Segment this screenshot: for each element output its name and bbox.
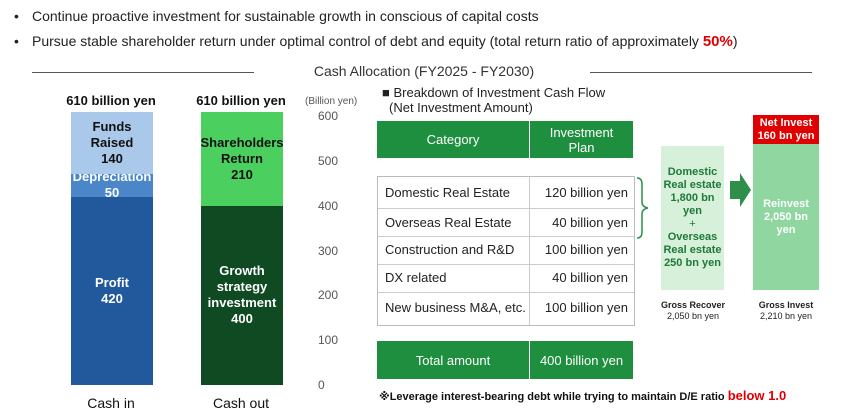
row-category: Construction and R&D <box>385 242 515 257</box>
bullet-dot: • <box>14 33 19 49</box>
gross-plus: + <box>689 218 696 230</box>
y-axis-unit: (Billion yen) <box>305 96 358 107</box>
footnote-highlight: below 1.0 <box>727 388 787 403</box>
table-row: Domestic Real Estate 120 billion yen <box>378 179 634 207</box>
table-column-separator <box>529 177 530 325</box>
y-tick-label: 600 <box>318 109 339 123</box>
segment-label: Return <box>221 150 263 166</box>
y-tick-label: 100 <box>318 333 339 348</box>
reinvest-box: Reinvest 2,050 bn yen <box>753 144 819 290</box>
segment-label: investment <box>207 295 277 311</box>
row-category: DX related <box>385 270 447 285</box>
table-header: Category Investment Plan <box>377 121 633 158</box>
segment-label: Profit <box>95 274 129 290</box>
x-label-cash-in: Cash in <box>87 395 135 411</box>
title-rule-right <box>590 72 812 73</box>
segment-value: 400 <box>231 311 253 327</box>
bullet-1-text: Continue proactive investment for sustai… <box>32 8 539 24</box>
header-plan: Investment Plan <box>530 121 633 158</box>
net-invest-line2: 160 bn yen <box>757 129 815 142</box>
cash-out-total-label: 610 billion yen <box>196 93 286 108</box>
bar-segment-funds-raised: Funds Raised 140 <box>71 111 153 175</box>
row-plan: 40 billion yen <box>552 215 628 230</box>
footnote-text: ※Leverage interest-bearing debt while tr… <box>379 391 728 403</box>
table-row: DX related 40 billion yen <box>378 264 634 292</box>
net-invest-line1: Net Invest <box>759 116 813 129</box>
gross-line4: Overseas <box>667 231 718 243</box>
gross-invest-caption-line1: Gross Invest <box>758 300 814 310</box>
y-tick-label: 0 <box>318 378 325 392</box>
y-tick-label: 500 <box>318 153 339 168</box>
gross-line6: 250 bn yen <box>664 257 721 269</box>
row-plan: 120 billion yen <box>544 185 628 200</box>
reinvest-line1: Reinvest <box>763 197 809 210</box>
total-separator <box>529 341 530 379</box>
gross-line5: Real estate <box>663 244 722 256</box>
row-divider <box>378 208 634 209</box>
bar-segment-profit: Profit 420 <box>71 196 153 385</box>
row-divider <box>378 236 634 237</box>
gross-recover-box: Domestic Real estate 1,800 bn yen + Over… <box>661 146 724 290</box>
y-tick-label: 200 <box>318 288 339 303</box>
table-row: Construction and R&D 100 billion yen <box>378 236 634 264</box>
table-row: New business M&A, etc. 100 billion yen <box>378 294 634 322</box>
total-label: Total amount <box>415 352 491 368</box>
breakdown-title: ■ Breakdown of Investment Cash Flow <box>382 85 606 100</box>
row-plan: 40 billion yen <box>552 270 628 285</box>
row-plan: 100 billion yen <box>544 242 628 257</box>
gross-line3: 1,800 bn yen <box>670 192 715 217</box>
total-value: 400 billion yen <box>539 352 624 368</box>
bullet-2-text: Pursue stable shareholder return under o… <box>32 33 703 49</box>
title-rule-left <box>32 72 254 73</box>
header-plan-line1: Investment <box>549 124 614 140</box>
row-divider <box>378 292 634 293</box>
bullet-2: • Pursue stable shareholder return under … <box>14 33 738 50</box>
gross-line1: Domestic <box>667 166 718 178</box>
segment-label: Growth <box>219 263 265 279</box>
segment-value: 140 <box>101 150 123 166</box>
bullet-2-suffix: ) <box>732 33 738 49</box>
net-invest-box: Net Invest 160 bn yen <box>753 115 819 144</box>
bar-segment-shareholders-return: Shareholders Return 210 <box>200 111 284 206</box>
bullet-1: • Continue proactive investment for susta… <box>14 8 539 24</box>
gross-invest-caption-line2: 2,210 bn yen <box>759 311 813 321</box>
total-return-ratio: 50% <box>702 33 733 50</box>
footnote: ※Leverage interest-bearing debt while tr… <box>379 388 786 403</box>
x-label-cash-out: Cash out <box>212 395 270 411</box>
segment-value: 210 <box>231 166 253 182</box>
header-category: Category <box>426 132 480 147</box>
segment-value: 420 <box>101 290 123 306</box>
header-separator <box>529 121 530 158</box>
table-total-row: Total amount 400 billion yen <box>377 341 633 379</box>
row-plan: 100 billion yen <box>544 300 628 315</box>
flow-arrow-icon <box>730 173 751 207</box>
bar-segment-depreciation: Depreciation 50 <box>71 169 153 200</box>
segment-value: 50 <box>104 185 120 201</box>
breakdown-subtitle: (Net Investment Amount) <box>389 100 533 115</box>
reinvest-line2: 2,050 bn yen <box>763 210 809 236</box>
gross-invest-caption: Gross Invest 2,210 bn yen <box>744 300 828 322</box>
gross-line2: Real estate <box>663 179 722 191</box>
bar-segment-growth-strategy-investment: Growth strategy investment 400 <box>201 205 283 385</box>
y-tick-label: 400 <box>318 198 339 213</box>
real-estate-bracket <box>636 177 649 239</box>
section-title: Cash Allocation (FY2025 - FY2030) <box>313 63 535 79</box>
breakdown-table: Domestic Real Estate 120 billion yen Ove… <box>377 176 635 326</box>
segment-label: Funds Raised <box>90 118 134 150</box>
segment-label: strategy <box>216 279 268 295</box>
header-plan-line2: Plan <box>568 139 595 155</box>
gross-recover-caption-line1: Gross Recover <box>660 300 726 310</box>
gross-recover-caption-line2: 2,050 bn yen <box>666 311 720 321</box>
segment-label: Shareholders <box>200 134 284 150</box>
cash-in-total-label: 610 billion yen <box>66 93 156 108</box>
table-row: Overseas Real Estate 40 billion yen <box>378 209 634 237</box>
row-category: Overseas Real Estate <box>385 215 512 230</box>
gross-recover-caption: Gross Recover 2,050 bn yen <box>650 300 736 322</box>
row-category: New business M&A, etc. <box>385 300 526 315</box>
row-divider <box>378 264 634 265</box>
row-category: Domestic Real Estate <box>385 185 510 200</box>
y-tick-label: 300 <box>318 243 339 258</box>
bullet-dot: • <box>14 8 19 24</box>
